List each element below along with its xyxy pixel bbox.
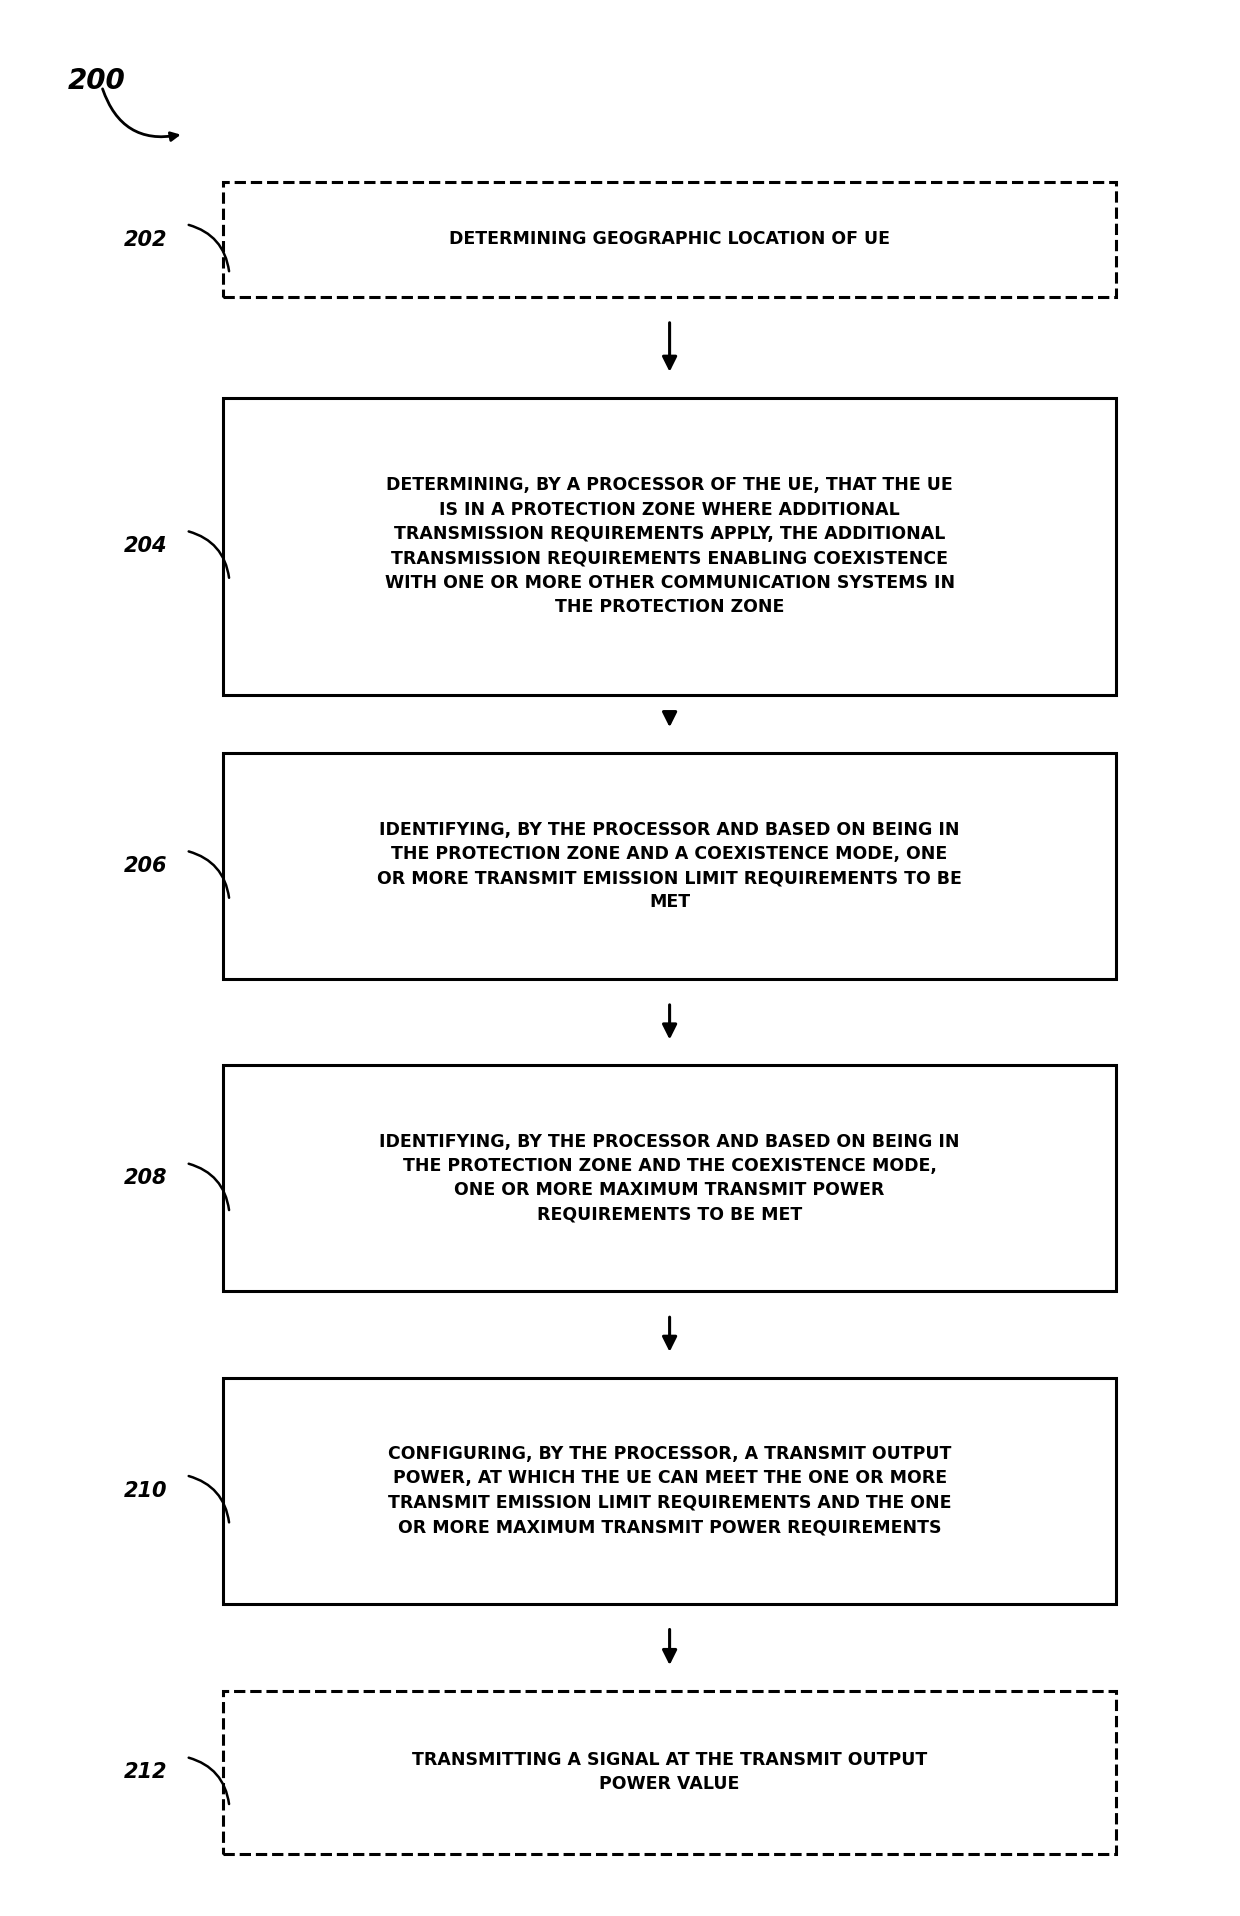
Text: 204: 204	[124, 536, 167, 556]
Text: 208: 208	[124, 1169, 167, 1188]
Text: 206: 206	[124, 856, 167, 876]
Text: CONFIGURING, BY THE PROCESSOR, A TRANSMIT OUTPUT
POWER, AT WHICH THE UE CAN MEET: CONFIGURING, BY THE PROCESSOR, A TRANSMI…	[388, 1445, 951, 1537]
Text: DETERMINING GEOGRAPHIC LOCATION OF UE: DETERMINING GEOGRAPHIC LOCATION OF UE	[449, 230, 890, 249]
Text: 200: 200	[68, 67, 126, 96]
Bar	[223, 1692, 1116, 1855]
Text: DETERMINING, BY A PROCESSOR OF THE UE, THAT THE UE
IS IN A PROTECTION ZONE WHERE: DETERMINING, BY A PROCESSOR OF THE UE, T…	[384, 477, 955, 615]
Bar	[223, 182, 1116, 297]
Text: TRANSMITTING A SIGNAL AT THE TRANSMIT OUTPUT
POWER VALUE: TRANSMITTING A SIGNAL AT THE TRANSMIT OU…	[412, 1751, 928, 1793]
Text: IDENTIFYING, BY THE PROCESSOR AND BASED ON BEING IN
THE PROTECTION ZONE AND A CO: IDENTIFYING, BY THE PROCESSOR AND BASED …	[377, 820, 962, 912]
Text: 210: 210	[124, 1481, 167, 1500]
Bar	[223, 399, 1116, 696]
Text: 202: 202	[124, 230, 167, 249]
Text: IDENTIFYING, BY THE PROCESSOR AND BASED ON BEING IN
THE PROTECTION ZONE AND THE : IDENTIFYING, BY THE PROCESSOR AND BASED …	[379, 1132, 960, 1224]
Bar	[223, 1378, 1116, 1604]
Bar	[223, 1065, 1116, 1291]
Bar	[223, 753, 1116, 979]
Text: 212: 212	[124, 1763, 167, 1782]
